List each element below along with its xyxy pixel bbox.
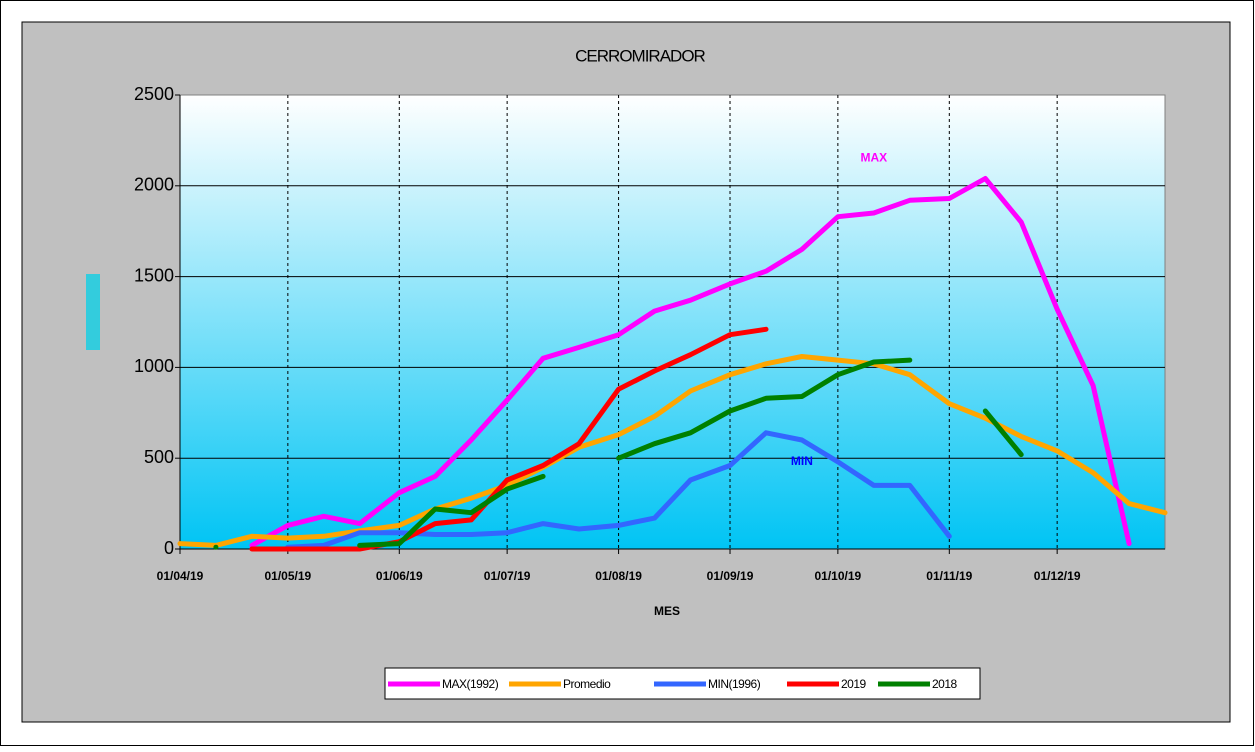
series-line [285, 430, 952, 550]
legend-label: MIN(1996) [708, 677, 761, 691]
legend-label: 2018 [932, 677, 958, 691]
legend-label: 2019 [841, 677, 867, 691]
plot-area [179, 94, 1166, 550]
x-tick-label: 01/12/19 [1034, 569, 1081, 583]
x-tick-label: 01/06/19 [376, 569, 423, 583]
x-tick-label: 01/05/19 [264, 569, 311, 583]
series-line [213, 357, 1024, 550]
y-tick-label: 2000 [134, 175, 174, 195]
x-tick-label: 01/07/19 [484, 569, 531, 583]
y-tick-label: 500 [144, 447, 174, 467]
series-line [249, 176, 1132, 548]
y-tick-label: 1500 [134, 265, 174, 285]
x-tick-label: 01/09/19 [707, 569, 754, 583]
legend-label: MAX(1992) [442, 677, 499, 691]
x-tick-label: 01/04/19 [157, 569, 204, 583]
y-axis-label-box [86, 274, 100, 350]
series-line [177, 354, 1168, 548]
annotation: MIN [791, 454, 813, 468]
y-tick-label: 1000 [134, 356, 174, 376]
annotation: MAX [860, 151, 887, 165]
x-axis-label: MES [654, 604, 680, 618]
x-tick-label: 01/08/19 [595, 569, 642, 583]
y-tick-label: 2500 [134, 84, 174, 104]
x-tick-label: 01/10/19 [815, 569, 862, 583]
series-line [249, 326, 769, 552]
chart-title: CERROMIRADOR [575, 46, 705, 65]
x-tick-label: 01/11/19 [926, 569, 972, 583]
y-tick-label: 0 [164, 538, 174, 558]
legend-label: Promedio [563, 677, 611, 691]
